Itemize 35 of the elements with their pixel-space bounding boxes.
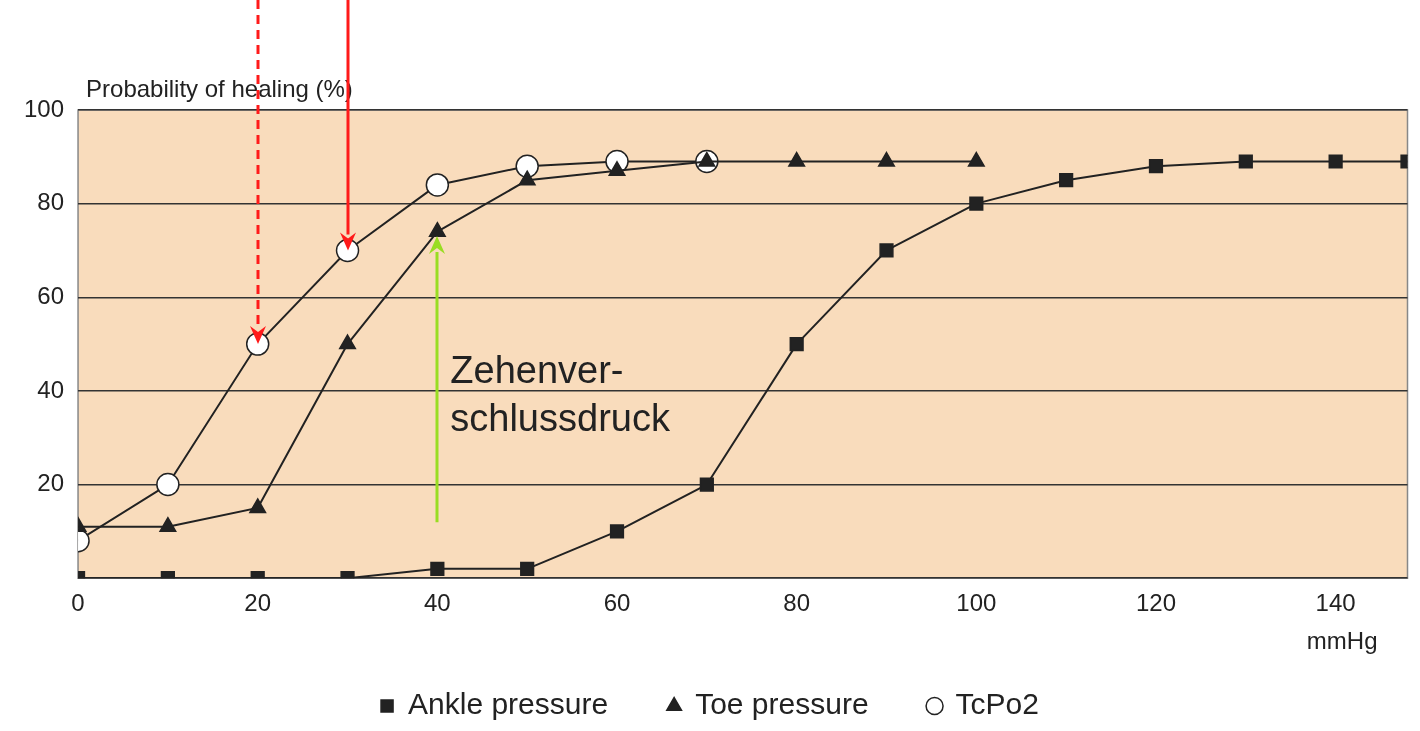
legend-label: Toe pressure [695, 687, 869, 721]
annotation: Zehenver- schlussdruck [450, 348, 671, 439]
y-tick-label: 80 [37, 188, 65, 216]
x-tick-label: 0 [71, 589, 85, 617]
x-tick-label: 120 [1135, 589, 1176, 617]
point [338, 334, 357, 350]
x-tick-label: 140 [1315, 589, 1356, 617]
point [879, 243, 894, 258]
x-tick-label: 20 [244, 589, 272, 617]
y-tick-label: 100 [24, 94, 65, 122]
point [156, 472, 180, 497]
point [249, 498, 267, 514]
x-tick-label: 80 [783, 589, 811, 617]
x-tick-label: 40 [424, 589, 451, 617]
y-tick-label: 60 [37, 281, 65, 309]
point [1328, 154, 1343, 169]
point [520, 561, 535, 576]
point [1148, 159, 1164, 174]
legend-label: Ankle pressure [408, 687, 609, 721]
x-tick-label: 100 [956, 589, 997, 617]
point [515, 154, 539, 178]
x-tick-label: 60 [603, 589, 631, 617]
y-tick-label: 20 [37, 469, 65, 497]
point [430, 561, 445, 576]
point [609, 524, 625, 539]
point [1238, 154, 1253, 169]
legend-label: TcPo2 [955, 687, 1039, 721]
y-tick-label: 40 [37, 375, 65, 403]
point [699, 477, 714, 492]
point [1059, 173, 1074, 188]
point [425, 173, 450, 197]
point [159, 516, 177, 532]
x-axis-title: mmHg [1306, 626, 1378, 654]
point [969, 196, 984, 211]
point [789, 336, 804, 352]
